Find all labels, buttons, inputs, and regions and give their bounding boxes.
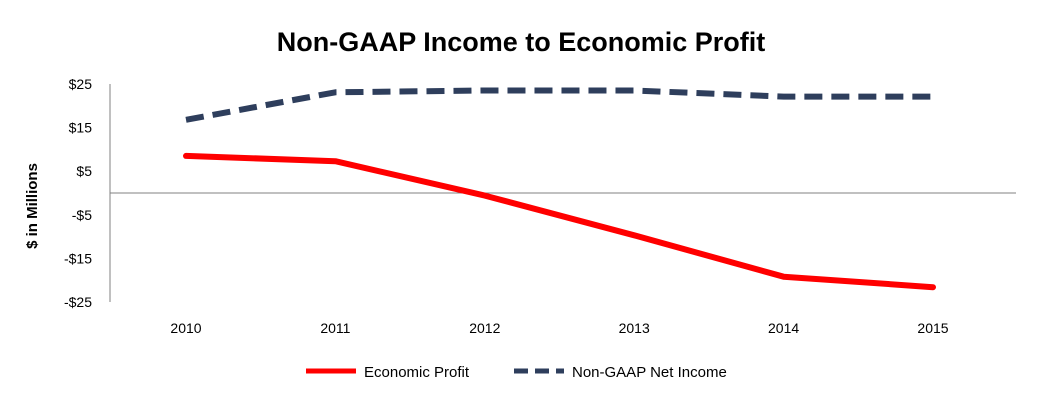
y-tick-label: $25	[69, 76, 93, 92]
series-line-non-gaap-net-income	[185, 87, 933, 123]
x-tick-label: 2011	[320, 320, 350, 336]
y-axis-label: $ in Millions	[24, 163, 41, 249]
y-axis-ticks: $25 $15 $5 -$5 -$15 -$25	[64, 76, 92, 310]
legend-item-non-gaap-net-income: Non-GAAP Net Income	[514, 364, 727, 381]
series-lines	[183, 87, 936, 291]
x-tick-label: 2010	[170, 320, 201, 336]
series-line-economic-profit	[183, 152, 936, 291]
y-tick-label: -$15	[64, 250, 92, 266]
y-tick-label: -$25	[64, 294, 92, 310]
y-tick-label: $5	[76, 163, 92, 179]
y-tick-label: $15	[69, 120, 93, 136]
x-tick-label: 2014	[768, 320, 799, 336]
legend-label-non-gaap-net-income: Non-GAAP Net Income	[572, 364, 727, 381]
chart-title: Non-GAAP Income to Economic Profit	[277, 27, 766, 57]
legend: Economic Profit Non-GAAP Net Income	[306, 364, 727, 381]
x-tick-label: 2012	[469, 320, 500, 336]
y-tick-label: -$5	[72, 207, 92, 223]
legend-item-economic-profit: Economic Profit	[306, 364, 470, 381]
x-tick-label: 2013	[619, 320, 650, 336]
x-axis-ticks: 2010 2011 2012 2013 2014 2015	[170, 320, 948, 336]
legend-label-economic-profit: Economic Profit	[364, 364, 470, 381]
x-tick-label: 2015	[917, 320, 948, 336]
